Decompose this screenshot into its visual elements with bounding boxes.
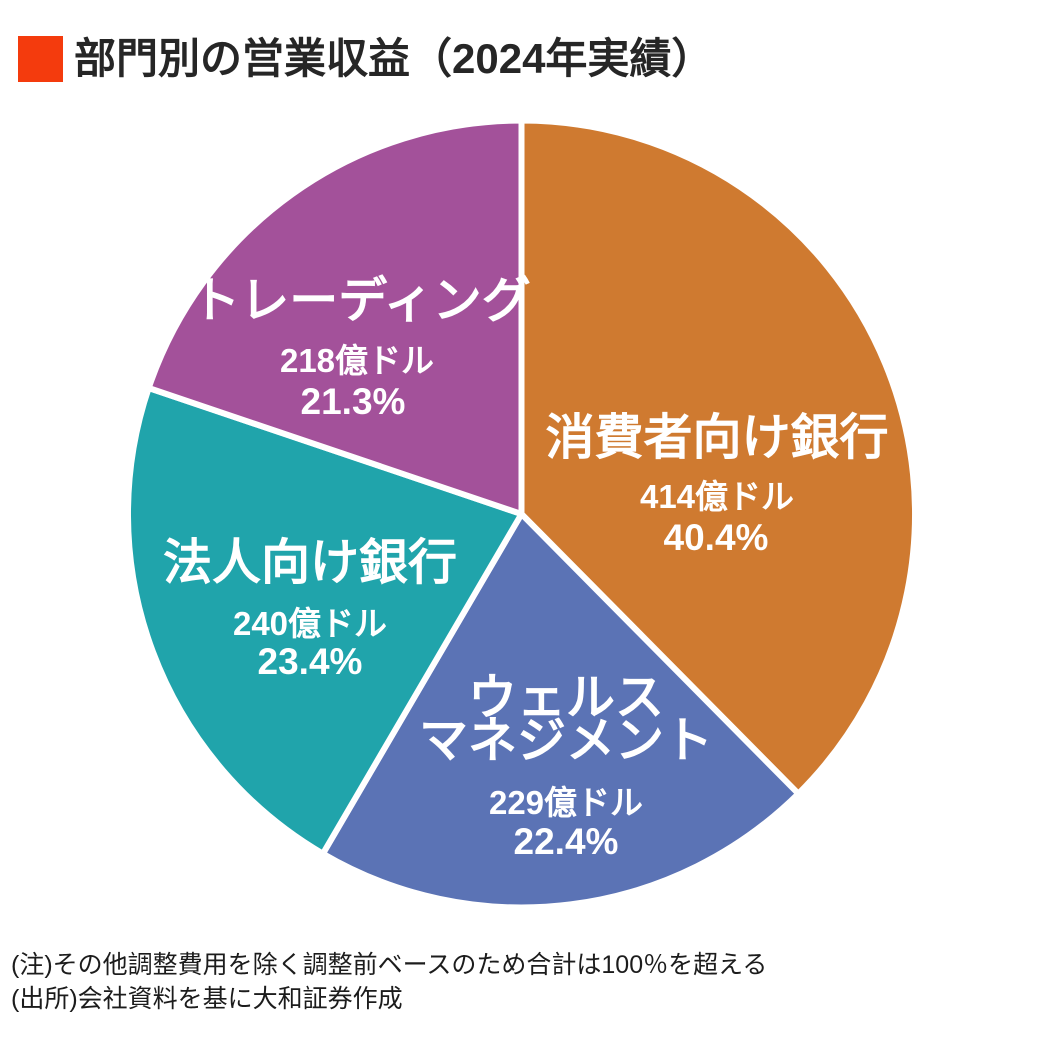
pie-slice-2 [124, 385, 525, 857]
pie-slice-0 [518, 117, 919, 797]
slice-percent: 40.4% [664, 517, 769, 558]
note-line: (注)その他調整費用を除く調整前ベースのため合計は100％を超える [11, 951, 768, 979]
slice-name: ウェルス [468, 671, 664, 725]
slice-value: 218億ドル [280, 342, 434, 379]
pie-slice-1 [319, 511, 802, 911]
slice-value: 229億ドル [489, 784, 643, 821]
source-line: (出所)会社資料を基に大和証券作成 [11, 985, 403, 1013]
slice-percent: 23.4% [258, 641, 363, 682]
slice-name: トレーディング [191, 273, 531, 328]
title-accent-square [18, 36, 63, 82]
chart-title: 部門別の営業収益（2024年実績） [74, 35, 714, 82]
chart-notes: (注)その他調整費用を除く調整前ベースのため合計は100％を超える (出所)会社… [11, 948, 767, 1016]
slice-name: 法人向け銀行 [163, 536, 457, 590]
slice-name: 消費者向け銀行 [545, 411, 888, 465]
chart-header: 部門別の営業収益（2024年実績） [18, 36, 713, 82]
slice-value: 414億ドル [640, 478, 794, 515]
slice-percent: 21.3% [301, 381, 406, 422]
slice-name: マネジメント [419, 714, 713, 768]
slice-value: 240億ドル [233, 605, 387, 642]
pie-slice-3 [145, 117, 525, 517]
slice-percent: 22.4% [514, 821, 619, 862]
